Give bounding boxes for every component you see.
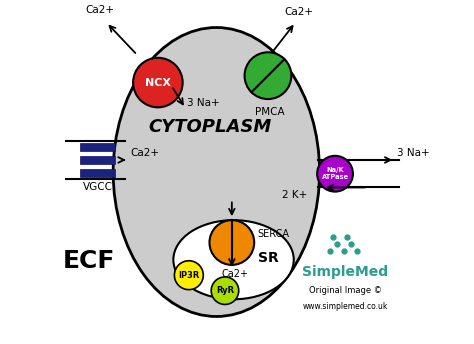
Text: 3 Na+: 3 Na+ bbox=[187, 98, 220, 108]
Text: 3 Na+: 3 Na+ bbox=[397, 148, 429, 158]
Circle shape bbox=[174, 261, 203, 290]
Text: Ca2+: Ca2+ bbox=[85, 6, 114, 15]
Text: IP3R: IP3R bbox=[178, 271, 200, 280]
Text: SimpleMed: SimpleMed bbox=[302, 265, 388, 279]
Text: Ca2+: Ca2+ bbox=[130, 148, 159, 158]
Text: 2 K+: 2 K+ bbox=[282, 190, 307, 200]
Circle shape bbox=[317, 156, 353, 192]
Text: Ca2+: Ca2+ bbox=[222, 269, 249, 279]
Text: Na/K
ATPase: Na/K ATPase bbox=[321, 167, 348, 180]
Text: ECF: ECF bbox=[63, 249, 115, 273]
Bar bbox=[81, 155, 115, 164]
Text: NCX: NCX bbox=[145, 77, 171, 88]
Circle shape bbox=[211, 277, 239, 304]
Text: PMCA: PMCA bbox=[255, 107, 284, 117]
Text: www.simplemed.co.uk: www.simplemed.co.uk bbox=[303, 302, 388, 311]
Bar bbox=[81, 169, 115, 178]
Text: Original Image ©: Original Image © bbox=[309, 286, 382, 295]
Text: SR: SR bbox=[257, 251, 278, 265]
Text: VGCC: VGCC bbox=[82, 182, 113, 193]
Ellipse shape bbox=[173, 220, 294, 299]
Circle shape bbox=[210, 220, 254, 265]
Text: CYTOPLASM: CYTOPLASM bbox=[148, 118, 271, 136]
Text: Ca2+: Ca2+ bbox=[284, 7, 313, 17]
Circle shape bbox=[245, 52, 292, 99]
Ellipse shape bbox=[113, 28, 319, 316]
Circle shape bbox=[133, 58, 182, 107]
Text: RyR: RyR bbox=[216, 286, 234, 295]
Text: SERCA: SERCA bbox=[257, 229, 289, 239]
Bar bbox=[81, 142, 115, 151]
